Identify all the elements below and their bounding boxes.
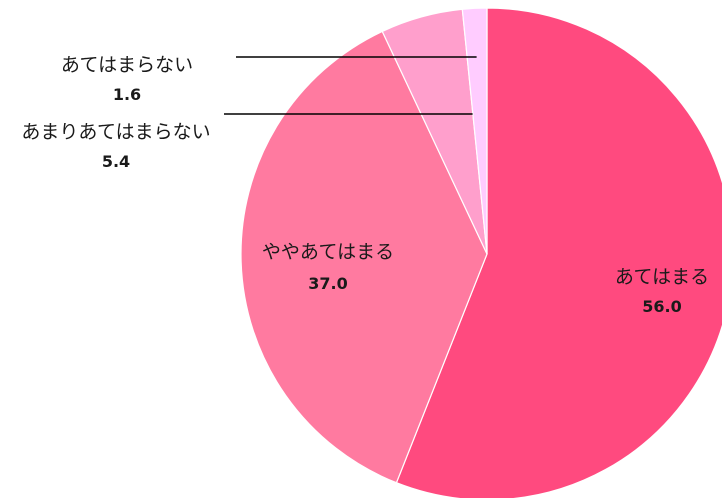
slice-label-あまりあてはまらない: あまりあてはまらない 5.4 (21, 121, 210, 171)
leader-lines (224, 56, 477, 115)
slice-label-あてはまらない: あてはまらない 1.6 (61, 54, 193, 104)
slice-label-ややあてはまる: ややあてはまる 37.0 (262, 241, 394, 293)
category-label-ややあてはまる: ややあてはまる (262, 241, 394, 263)
pie-slice-ややあてはまる (240, 30, 488, 484)
pie-slices (240, 7, 722, 498)
category-label-あてはまらない: あてはまらない (61, 54, 193, 76)
pie-slice-あてはまらない (461, 7, 488, 255)
value-label-あてはまらない: 1.6 (113, 85, 141, 104)
category-label-あまりあてはまらない: あまりあてはまらない (21, 121, 210, 143)
slice-label-あてはまる: あてはまる 56.0 (615, 266, 709, 316)
category-label-あてはまる: あてはまる (615, 266, 709, 288)
value-label-あてはまる: 56.0 (642, 297, 681, 316)
value-label-あまりあてはまらない: 5.4 (102, 152, 130, 171)
value-label-ややあてはまる: 37.0 (308, 274, 347, 293)
